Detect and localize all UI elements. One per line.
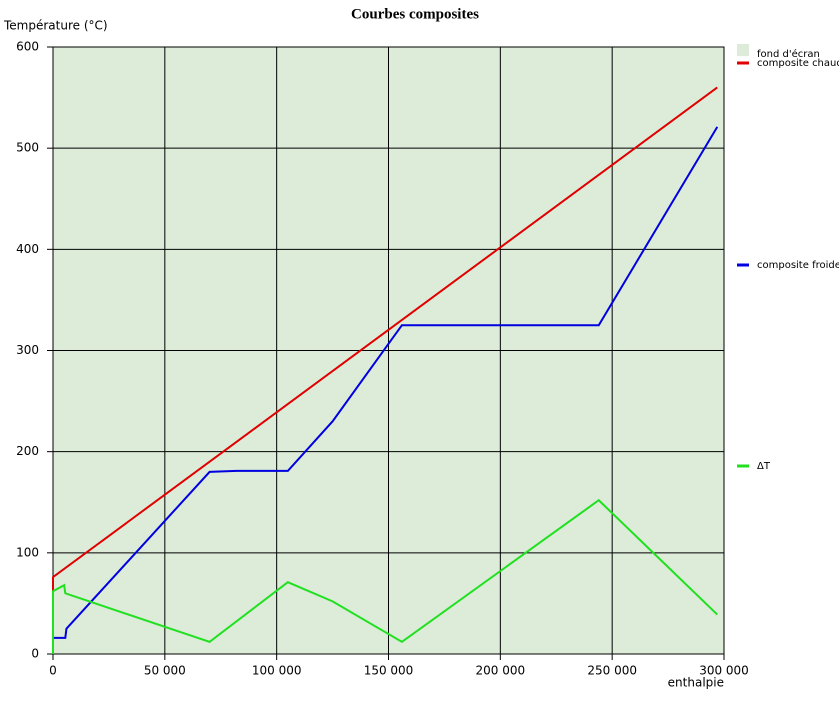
legend-label: composite chaude [757, 58, 839, 69]
y-tick-label: 400 [16, 242, 39, 256]
y-tick-label: 100 [16, 545, 39, 559]
x-tick-label: 250 000 [587, 664, 637, 678]
y-tick-label: 300 [16, 343, 39, 357]
series-line [52, 86, 718, 592]
legend-label: composite froide [757, 260, 839, 271]
chart-title: Courbes composites [351, 6, 479, 22]
series-line [52, 498, 718, 654]
x-tick-label: 200 000 [476, 664, 526, 678]
y-tick-label: 600 [16, 40, 39, 54]
y-tick-label: 0 [31, 647, 39, 661]
series-line [53, 126, 719, 639]
x-tick-label: 50 000 [144, 664, 186, 678]
y-tick-label: 200 [16, 444, 39, 458]
x-axis-label: enthalpie [668, 676, 724, 690]
x-tick-label: 0 [49, 664, 57, 678]
legend-swatch [737, 44, 749, 56]
x-tick-label: 150 000 [364, 664, 414, 678]
y-axis-label: Température (°C) [3, 19, 108, 33]
legend-label: fond d'écran [757, 48, 820, 60]
y-tick-label: 500 [16, 141, 39, 155]
legend-label: ΔT [757, 461, 771, 472]
x-tick-label: 300 000 [699, 664, 749, 678]
x-tick-label: 100 000 [252, 664, 302, 678]
